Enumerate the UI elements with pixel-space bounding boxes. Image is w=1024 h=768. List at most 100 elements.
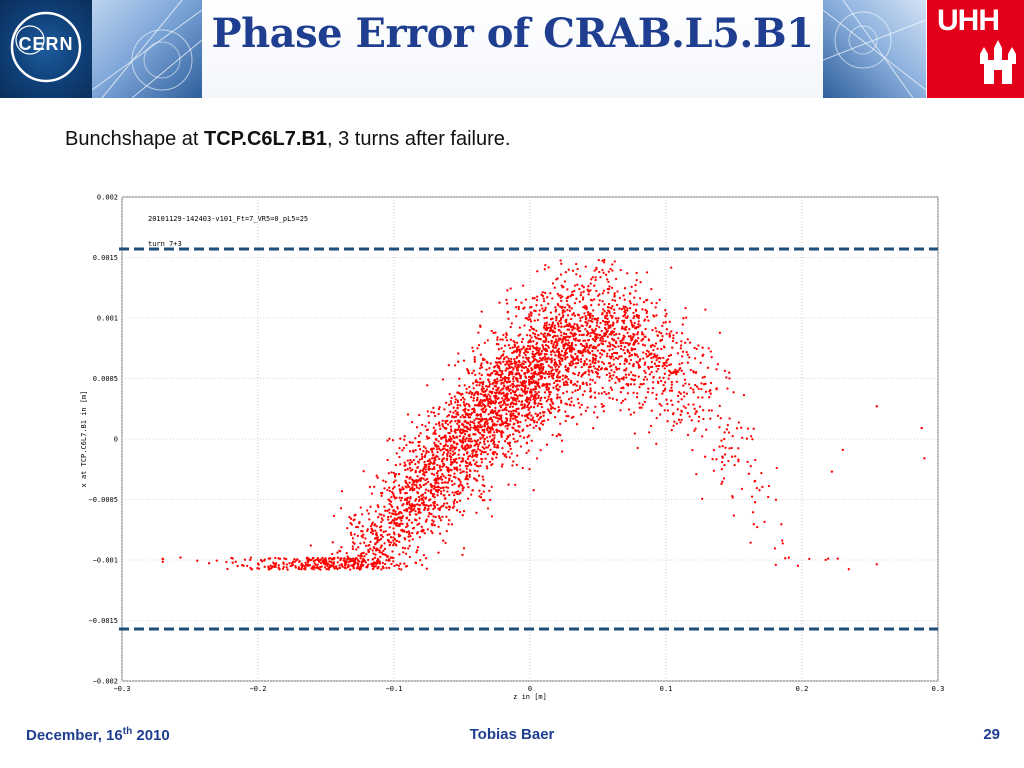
scatter-point — [702, 383, 706, 386]
scatter-point — [502, 333, 505, 337]
scatter-point — [618, 362, 622, 366]
scatter-point — [593, 269, 596, 272]
scatter-point — [636, 446, 639, 450]
scatter-point — [567, 268, 570, 271]
scatter-point — [561, 339, 564, 342]
scatter-point — [623, 345, 627, 349]
scatter-point — [607, 306, 610, 309]
scatter-point — [549, 366, 552, 369]
scatter-point — [449, 410, 452, 413]
scatter-point — [490, 329, 493, 333]
scatter-point — [580, 343, 583, 346]
scatter-point — [598, 352, 602, 355]
scatter-point — [655, 393, 658, 396]
scatter-point — [415, 455, 418, 458]
scatter-point — [413, 504, 416, 507]
scatter-point — [450, 437, 453, 440]
scatter-point — [611, 397, 614, 400]
scatter-point — [493, 443, 496, 446]
scatter-point — [560, 357, 563, 360]
scatter-point — [475, 426, 479, 429]
page-title: Phase Error of CRAB.L5.B1 — [211, 10, 814, 57]
scatter-point — [585, 358, 588, 361]
scatter-point — [382, 566, 385, 570]
scatter-point — [588, 352, 592, 355]
scatter-point — [510, 396, 513, 399]
scatter-point — [598, 333, 602, 337]
scatter-point — [548, 393, 551, 396]
scatter-point — [841, 448, 844, 452]
scatter-point — [380, 525, 383, 528]
scatter-point — [591, 331, 594, 334]
scatter-point — [376, 540, 379, 543]
scatter-point — [632, 335, 635, 338]
scatter-point — [393, 485, 396, 489]
scatter-point — [445, 401, 448, 405]
scatter-point — [484, 450, 487, 454]
scatter-point — [796, 564, 800, 567]
scatter-point — [628, 306, 632, 310]
scatter-point — [453, 472, 456, 475]
scatter-point — [520, 348, 523, 351]
scatter-point — [448, 392, 451, 396]
scatter-point — [565, 351, 568, 355]
scatter-point — [675, 422, 678, 425]
scatter-point — [670, 389, 674, 392]
scatter-point — [545, 321, 548, 324]
scatter-point — [448, 454, 452, 458]
scatter-point — [665, 312, 668, 316]
scatter-point — [296, 558, 299, 561]
scatter-point — [418, 522, 421, 525]
scatter-point — [688, 356, 691, 359]
scatter-point — [516, 349, 520, 352]
scatter-point — [526, 347, 529, 351]
scatter-point — [405, 531, 409, 534]
scatter-point — [473, 356, 476, 359]
scatter-point — [697, 344, 700, 347]
scatter-point — [485, 446, 488, 449]
scatter-point — [539, 399, 542, 402]
scatter-point — [658, 356, 661, 360]
scatter-point — [398, 524, 401, 528]
scatter-point — [623, 298, 626, 301]
scatter-point — [677, 400, 680, 403]
scatter-point — [565, 390, 569, 393]
scatter-point — [332, 514, 336, 518]
scatter-point — [400, 512, 403, 515]
scatter-point — [577, 359, 580, 362]
scatter-point — [580, 352, 583, 355]
scatter-point — [499, 389, 502, 392]
scatter-point — [724, 446, 727, 449]
scatter-point — [428, 463, 431, 466]
scatter-point — [390, 556, 393, 559]
scatter-point — [511, 389, 514, 392]
scatter-point — [408, 477, 411, 480]
scatter-point — [278, 567, 281, 570]
scatter-point — [531, 297, 534, 300]
scatter-point — [438, 424, 441, 427]
scatter-point — [345, 551, 348, 555]
scatter-point — [490, 426, 493, 429]
scatter-point — [603, 334, 606, 337]
scatter-point — [466, 497, 470, 500]
scatter-point — [476, 398, 479, 401]
scatter-point — [364, 561, 367, 564]
scatter-point — [390, 471, 393, 474]
scatter-point — [336, 561, 339, 564]
scatter-point — [572, 312, 575, 315]
scatter-point — [646, 315, 649, 319]
scatter-point — [475, 461, 478, 464]
scatter-point — [701, 376, 704, 379]
scatter-point — [430, 472, 434, 475]
scatter-point — [439, 486, 442, 490]
scatter-point — [558, 396, 562, 399]
scatter-point — [518, 350, 522, 353]
scatter-point — [472, 396, 475, 400]
scatter-point — [487, 444, 491, 447]
scatter-point — [683, 395, 686, 398]
scatter-point — [701, 396, 704, 399]
scatter-point — [490, 418, 494, 421]
scatter-point — [602, 271, 605, 274]
scatter-point — [231, 561, 234, 564]
scatter-point — [561, 450, 564, 453]
